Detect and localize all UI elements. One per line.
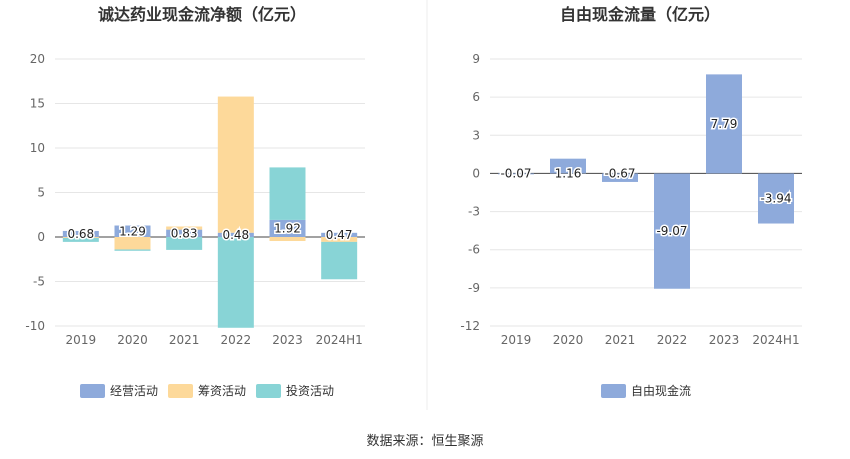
data-label: 7.79	[711, 117, 738, 131]
y-tick-label: 9	[472, 52, 480, 66]
right-chart-title: 自由现金流量（亿元）	[560, 5, 720, 24]
bar-经营活动-2023[interactable]	[269, 219, 306, 237]
data-label: 0.68	[67, 227, 94, 241]
legend-label[interactable]: 自由现金流	[631, 383, 691, 398]
x-tick-label: 2024H1	[752, 333, 799, 347]
x-tick-label: 2022	[221, 333, 252, 347]
data-label: -0.07	[500, 166, 531, 180]
data-source-note: 数据来源：恒生聚源	[366, 434, 484, 449]
y-tick-label: 0	[472, 166, 480, 180]
y-tick-label: -5	[33, 275, 45, 289]
y-tick-label: -9	[468, 281, 480, 295]
x-tick-label: 2021	[169, 333, 200, 347]
y-tick-label: -6	[468, 243, 480, 257]
legend-swatch	[256, 384, 281, 398]
y-tick-label: -12	[460, 319, 480, 333]
y-tick-label: -3	[468, 205, 480, 219]
bar-筹资活动-2020[interactable]	[114, 237, 151, 250]
x-tick-label: 2024H1	[316, 333, 363, 347]
left-chart-title: 诚达药业现金流净额（亿元）	[98, 5, 306, 24]
bar-经营活动-2024H1[interactable]	[321, 232, 358, 237]
right-chart: 自由现金流量（亿元） 9 6 3 0 -3 -6 -9 -12 2019 2020 2021 2022…	[460, 5, 802, 398]
bar-投资活动-2024H1[interactable]	[321, 241, 358, 280]
y-tick-label: 20	[30, 52, 45, 66]
bar-投资活动-2022[interactable]	[217, 237, 254, 328]
left-chart: 诚达药业现金流净额（亿元） 20 15 10 5 0 -5 -10 2019 2020 2021 2…	[25, 5, 365, 398]
bar-经营活动-2022[interactable]	[217, 232, 254, 237]
x-tick-label: 2019	[66, 333, 97, 347]
x-tick-label: 2020	[117, 333, 148, 347]
bar-自由现金流-2023[interactable]	[706, 74, 742, 174]
legend-swatch	[601, 384, 626, 398]
bar-自由现金流-2021[interactable]	[602, 173, 638, 182]
y-tick-label: 10	[30, 141, 45, 155]
bar-筹资活动-2021[interactable]	[166, 226, 203, 230]
legend-swatch	[168, 384, 193, 398]
data-label: -9.07	[656, 224, 687, 238]
y-tick-label: 15	[30, 97, 45, 111]
bar-经营活动-2021[interactable]	[166, 229, 203, 237]
legend-label[interactable]: 投资活动	[286, 383, 334, 398]
y-tick-label: 0	[37, 230, 45, 244]
y-tick-label: 6	[472, 90, 480, 104]
legend-label[interactable]: 经营活动	[110, 384, 158, 398]
data-label: -3.94	[760, 191, 791, 205]
data-label: 0.83	[171, 226, 198, 240]
bar-自由现金流-2022[interactable]	[654, 173, 690, 289]
data-label: 1.29	[119, 224, 146, 238]
bar-投资活动-2019[interactable]	[62, 237, 99, 242]
legend-swatch	[80, 384, 105, 398]
bar-经营活动-2019[interactable]	[62, 230, 99, 237]
bar-投资活动-2020[interactable]	[114, 249, 151, 251]
data-label: 0.48	[222, 228, 249, 242]
x-tick-label: 2023	[272, 333, 303, 347]
y-tick-label: 5	[37, 186, 45, 200]
y-tick-label: -10	[25, 319, 45, 333]
bar-筹资活动-2019[interactable]	[62, 237, 99, 238]
data-label: 0.47	[326, 228, 353, 242]
x-tick-label: 2021	[605, 333, 636, 347]
data-label: 1.16	[555, 166, 582, 180]
bar-投资活动-2021[interactable]	[166, 237, 203, 250]
data-label: -0.67	[604, 166, 635, 180]
y-tick-label: 3	[472, 128, 480, 142]
bar-自由现金流-2020[interactable]	[550, 158, 586, 174]
x-tick-label: 2022	[657, 333, 688, 347]
x-tick-label: 2019	[501, 333, 532, 347]
bar-筹资活动-2023[interactable]	[269, 237, 306, 242]
data-label: 1.92	[274, 221, 301, 235]
bar-自由现金流-2019[interactable]	[498, 173, 534, 175]
bar-经营活动-2020[interactable]	[114, 225, 151, 237]
x-tick-label: 2023	[709, 333, 740, 347]
bar-筹资活动-2022[interactable]	[217, 96, 254, 233]
legend-label[interactable]: 筹资活动	[198, 384, 246, 398]
bar-筹资活动-2024H1[interactable]	[321, 237, 358, 242]
x-tick-label: 2020	[553, 333, 584, 347]
bar-自由现金流-2024H1[interactable]	[758, 173, 794, 224]
bar-投资活动-2023[interactable]	[269, 167, 306, 220]
